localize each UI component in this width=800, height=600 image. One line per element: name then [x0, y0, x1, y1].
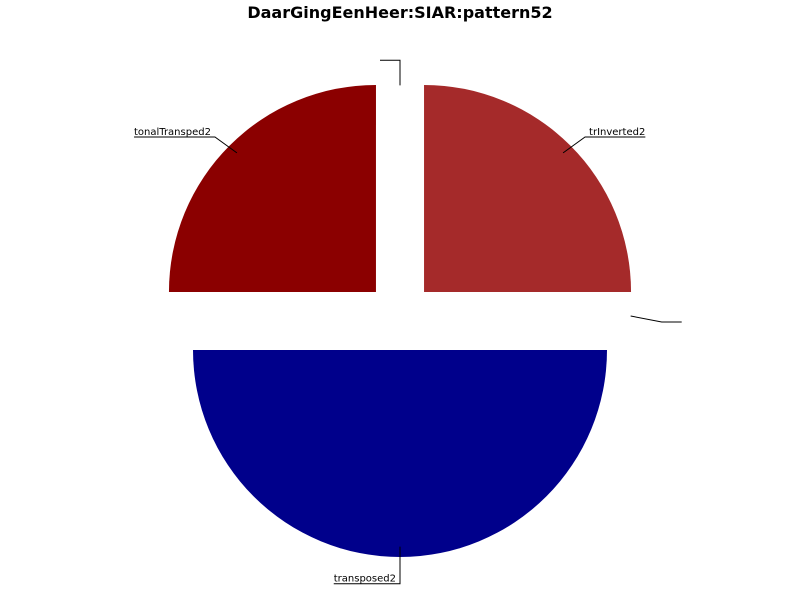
leader-line: [562, 136, 646, 154]
leader-line: [134, 136, 238, 154]
pie-slice: [424, 84, 632, 292]
leader-line: [380, 59, 401, 86]
leader-line: [630, 315, 682, 323]
slice-label: trInverted2: [589, 127, 645, 138]
pie-slice: [193, 350, 607, 557]
pie-labels: tonalTransped2 transposed2 trInverted2: [134, 59, 682, 585]
slice-label: transposed2: [334, 574, 396, 585]
chart-title: DaarGingEenHeer:SIAR:pattern52: [247, 3, 553, 22]
pie-slice: [168, 84, 376, 292]
leader-line: [333, 546, 401, 585]
slice-label: tonalTransped2: [134, 127, 211, 138]
pie-slices: [168, 84, 632, 557]
